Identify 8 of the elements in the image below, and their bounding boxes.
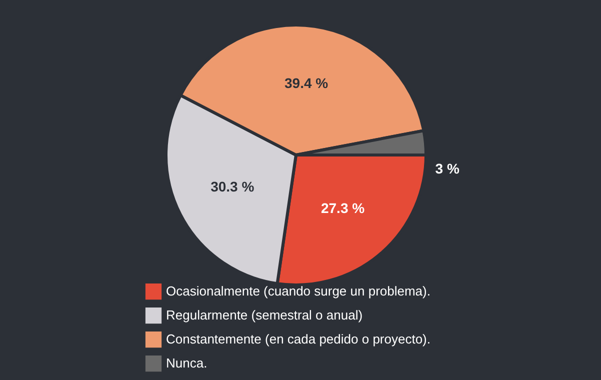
legend-label: Nunca. [166,356,208,370]
legend-label: Regularmente (semestral o anual) [166,308,363,322]
data-label: 3 % [435,160,460,176]
data-label: 39.4 % [284,75,329,92]
data-label: 30.3 % [210,178,255,195]
legend-label: Constantemente (en cada pedido o proyecto). [166,332,431,346]
data-label: 27.3 % [320,200,366,216]
legend-label: Ocasionalmente (cuando surge un problema). [166,284,430,298]
